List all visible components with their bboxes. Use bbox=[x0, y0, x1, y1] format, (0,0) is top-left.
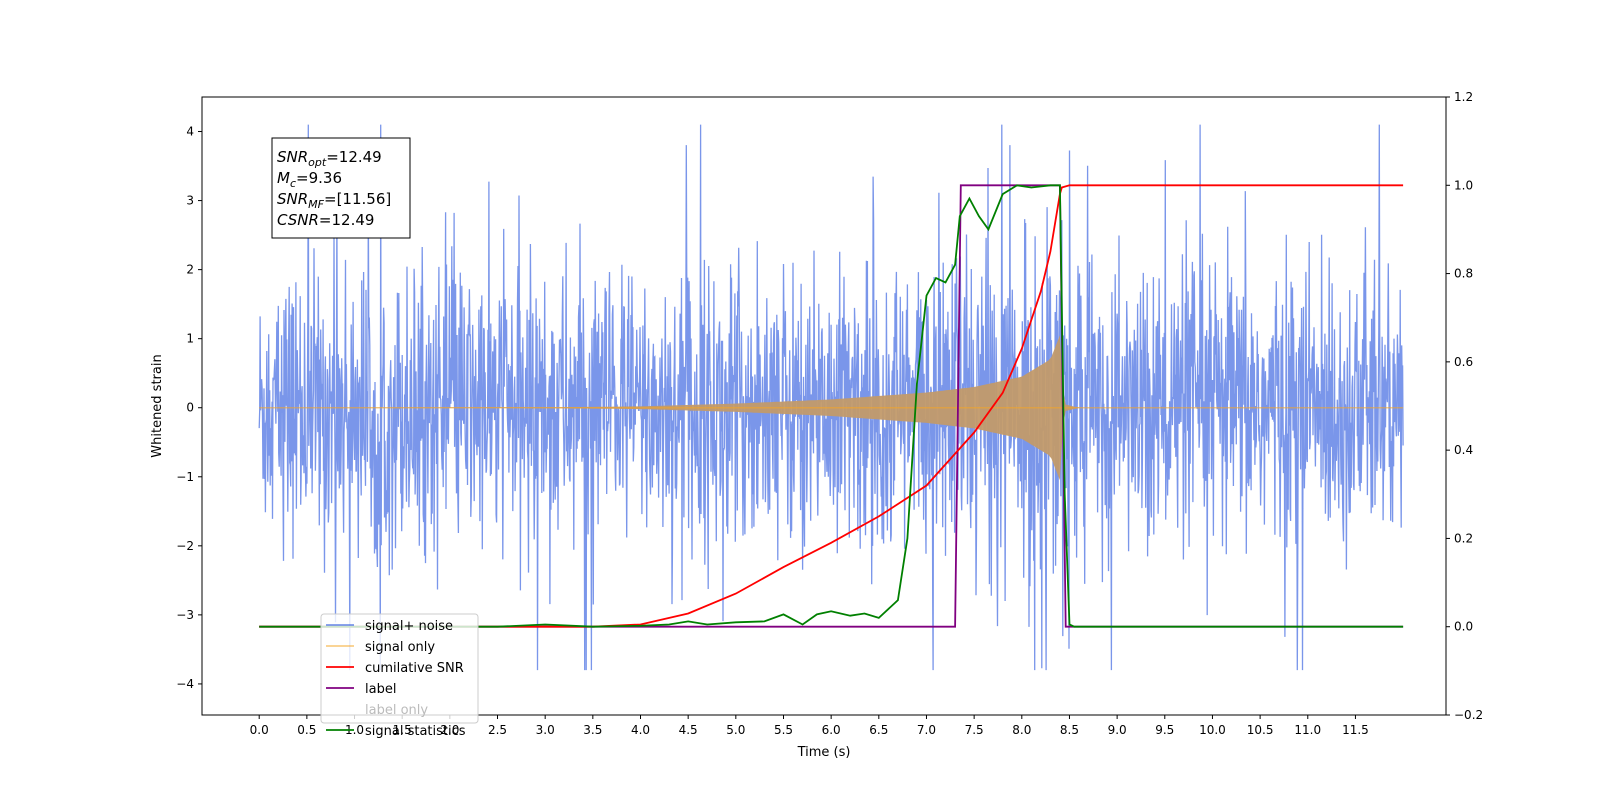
y-tick-label: −4 bbox=[176, 677, 194, 691]
y-axis-right: −0.2 0.0 0.2 0.4 0.6 0.8 1.0 1.2 bbox=[1446, 90, 1483, 722]
x-tick-label: 0.0 bbox=[250, 723, 269, 737]
x-tick-label: 10.0 bbox=[1199, 723, 1226, 737]
x-tick-label: 6.0 bbox=[822, 723, 841, 737]
x-tick-label: 9.0 bbox=[1108, 723, 1127, 737]
y-tick-label: −2 bbox=[176, 539, 194, 553]
x-tick-label: 10.5 bbox=[1247, 723, 1274, 737]
y-axis-left: −4 −3 −2 −1 0 1 2 3 4 bbox=[176, 125, 202, 691]
x-tick-label: 7.5 bbox=[965, 723, 984, 737]
x-tick-label: 6.5 bbox=[869, 723, 888, 737]
y2-tick-label: 1.0 bbox=[1454, 178, 1473, 192]
x-tick-label: 3.5 bbox=[583, 723, 602, 737]
legend-label: cumilative SNR bbox=[365, 661, 464, 676]
x-tick-label: 11.0 bbox=[1294, 723, 1321, 737]
x-tick-label: 8.0 bbox=[1012, 723, 1031, 737]
y2-tick-label: 0.8 bbox=[1454, 267, 1473, 281]
x-tick-label: 5.5 bbox=[774, 723, 793, 737]
y-tick-label: −3 bbox=[176, 608, 194, 622]
annotation-line: Mc=9.36 bbox=[277, 169, 342, 190]
x-tick-label: 4.5 bbox=[679, 723, 698, 737]
x-tick-label: 7.0 bbox=[917, 723, 936, 737]
legend-frame bbox=[320, 613, 479, 724]
y2-tick-label: 0.6 bbox=[1454, 355, 1473, 369]
x-tick-label: 3.0 bbox=[536, 723, 555, 737]
legend-label: signal statistics bbox=[365, 724, 466, 739]
x-tick-label: 1.5 bbox=[393, 723, 412, 737]
plot-area bbox=[258, 124, 1404, 671]
x-tick-label: 9.5 bbox=[1155, 723, 1174, 737]
y-tick-label: 2 bbox=[186, 263, 194, 277]
y-axis-label: Whitened strain bbox=[150, 354, 165, 457]
snr-annotation-box: SNRopt=12.49Mc=9.36SNRMF=[11.56]CSNR=12.… bbox=[271, 137, 411, 239]
series-signal-statistics bbox=[259, 184, 1404, 628]
x-tick-label: 1.0 bbox=[345, 723, 364, 737]
y2-tick-label: −0.2 bbox=[1454, 708, 1483, 722]
x-tick-label: 11.5 bbox=[1342, 723, 1369, 737]
x-axis-label: Time (s) bbox=[797, 745, 851, 760]
legend: signal+ noise signal only cumilative SNR la… bbox=[320, 613, 479, 739]
legend-label: label bbox=[365, 682, 396, 697]
legend-label: signal only bbox=[365, 640, 435, 655]
x-tick-label: 8.5 bbox=[1060, 723, 1079, 737]
y-tick-label: −1 bbox=[176, 470, 194, 484]
y-tick-label: 4 bbox=[186, 125, 194, 139]
y2-tick-label: 0.4 bbox=[1454, 443, 1473, 457]
annotation-line: SNRMF=[11.56] bbox=[277, 190, 391, 211]
x-tick-label: 5.0 bbox=[726, 723, 745, 737]
annotation-line: SNRopt=12.49 bbox=[277, 148, 382, 169]
y-tick-label: 1 bbox=[186, 332, 194, 346]
y2-tick-label: 1.2 bbox=[1454, 90, 1473, 104]
x-tick-label: 0.5 bbox=[297, 723, 316, 737]
annotation-frame bbox=[271, 137, 411, 239]
x-axis: 0.0 0.5 1.0 1.5 2.0 2.5 3.0 3.5 4.0 4.5 5.0 5.5 6.0 6… bbox=[250, 715, 1369, 737]
axes-frame bbox=[201, 96, 1447, 716]
x-tick-label: 4.0 bbox=[631, 723, 650, 737]
legend-label: label only bbox=[365, 703, 428, 718]
y2-tick-label: 0.0 bbox=[1454, 620, 1473, 634]
x-tick-label: 2.5 bbox=[488, 723, 507, 737]
x-tick-label: 2.0 bbox=[440, 723, 459, 737]
y-tick-label: 0 bbox=[186, 401, 194, 415]
y2-tick-label: 0.2 bbox=[1454, 531, 1473, 545]
legend-label: signal+ noise bbox=[365, 619, 453, 634]
annotation-line: CSNR=12.49 bbox=[277, 211, 374, 229]
y-tick-label: 3 bbox=[186, 194, 194, 208]
